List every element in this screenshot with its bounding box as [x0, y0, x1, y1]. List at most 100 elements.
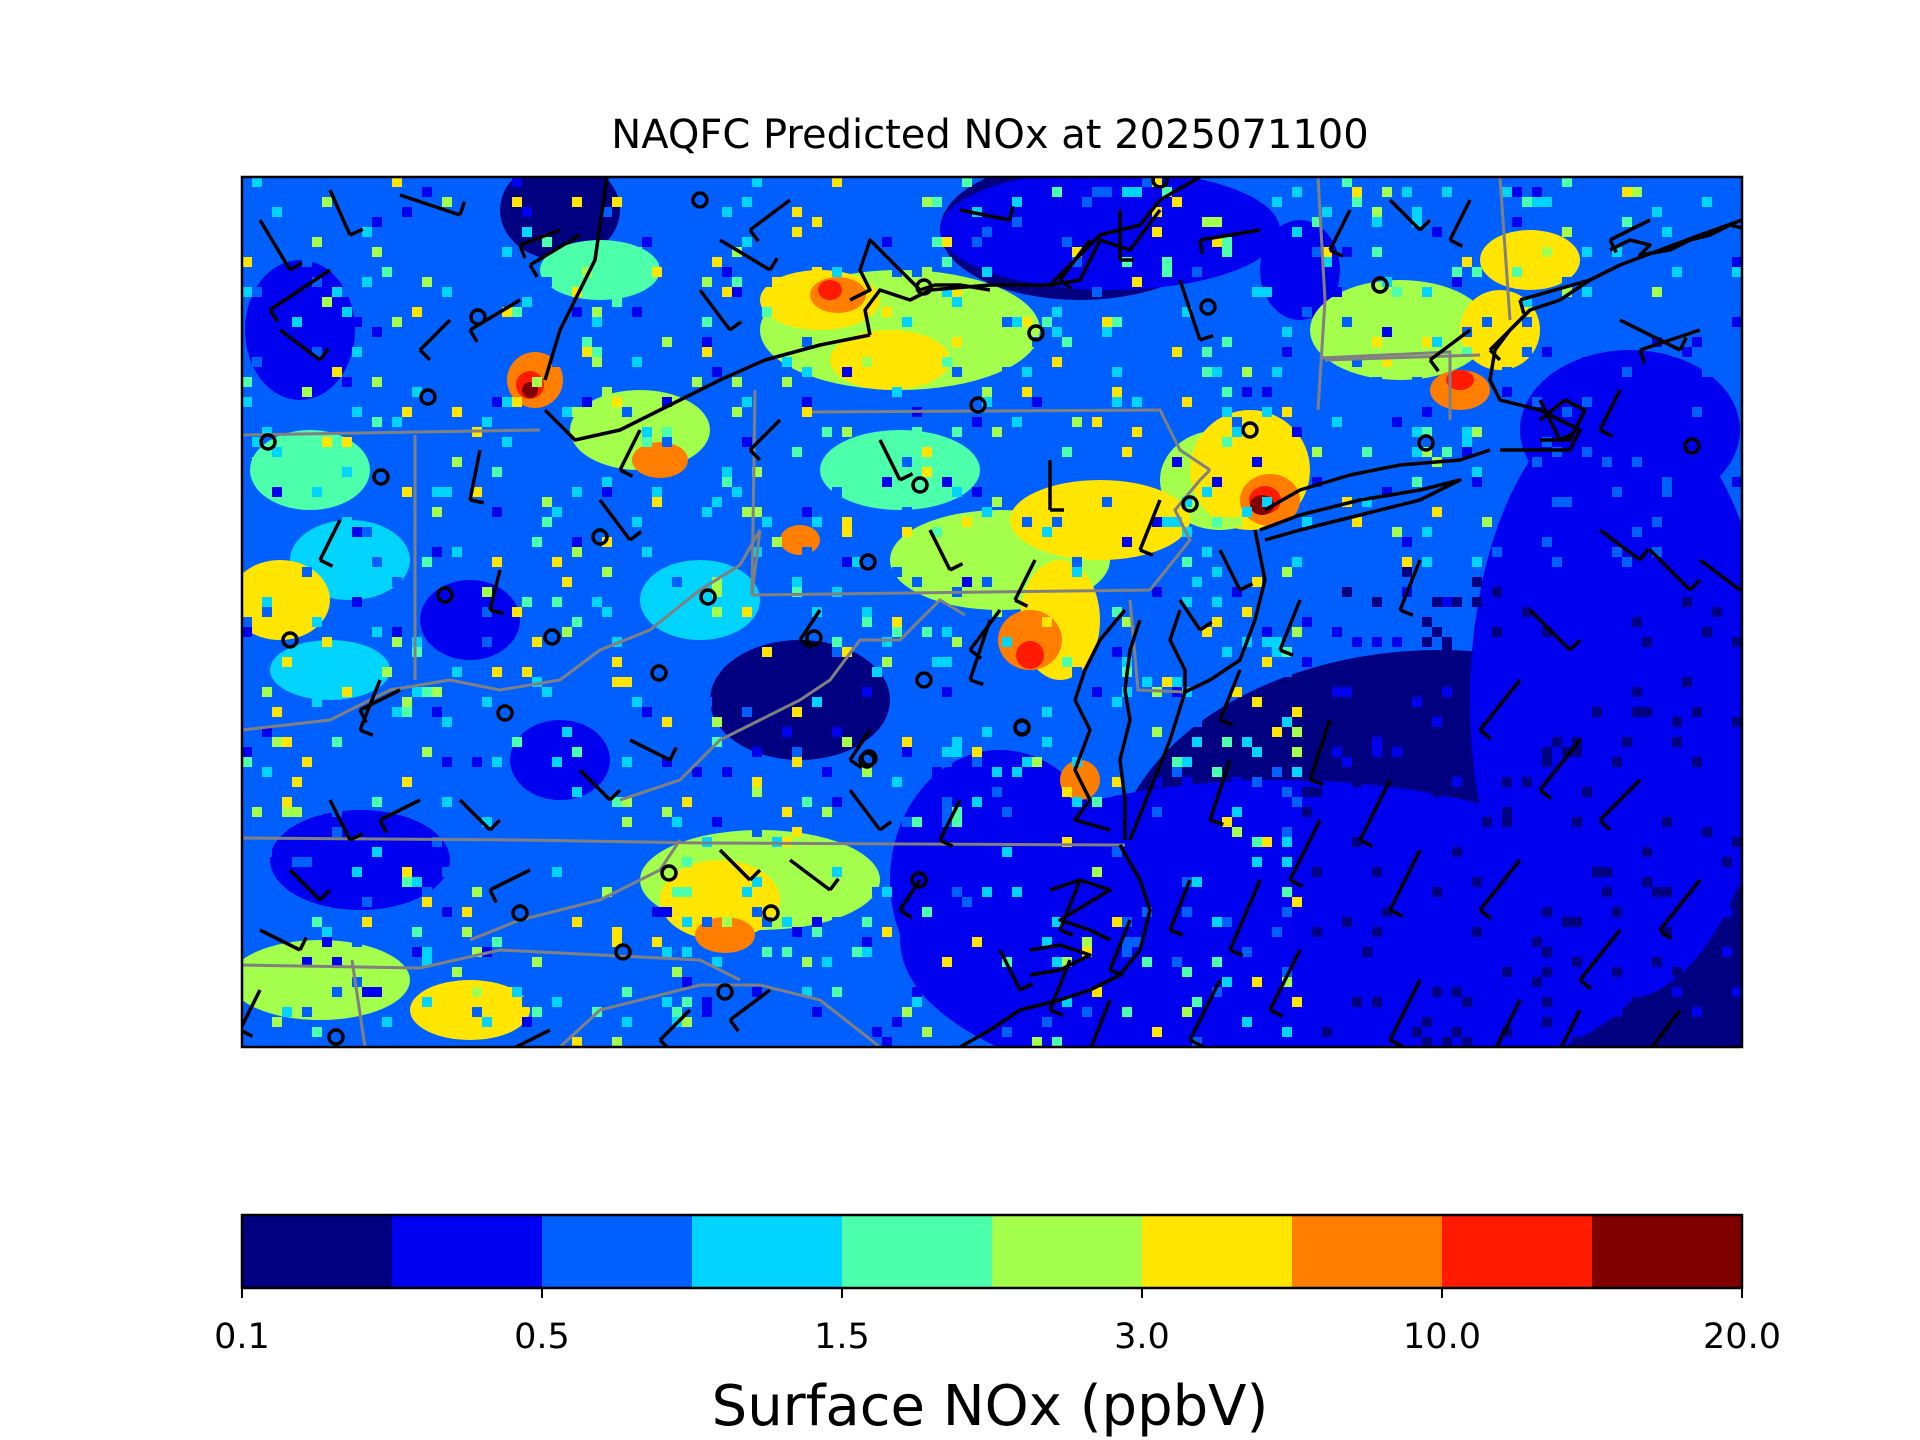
nox-cell-1159	[992, 427, 1002, 437]
nox-cell-991	[1332, 687, 1342, 697]
nox-cell-775	[1412, 1027, 1422, 1037]
nox-cell-1067	[292, 777, 302, 787]
nox-cell-303	[642, 707, 652, 717]
nox-cell-180	[1422, 287, 1432, 297]
nox-cell-655	[1292, 707, 1302, 717]
nox-cell-843	[902, 747, 912, 757]
nox-cell-277	[1222, 337, 1232, 347]
nox-cell-1041	[572, 917, 582, 927]
nox-cell-70	[1562, 407, 1572, 417]
calm-wind-38	[1371, 276, 1389, 294]
nox-cell-931	[1202, 347, 1212, 357]
nox-cell-59	[612, 677, 622, 687]
nox-cell-201	[672, 1007, 682, 1017]
nox-cell-1324	[1152, 727, 1162, 737]
nox-cell-1364	[612, 197, 622, 207]
nox-cell-971	[1372, 247, 1382, 257]
nox-cell-1242	[1492, 997, 1502, 1007]
nox-cell-669	[412, 387, 422, 397]
nox-cell-225	[792, 747, 802, 757]
nox-cell-326	[1612, 907, 1622, 917]
nox-cell-1353	[262, 767, 272, 777]
nox-cell-469	[562, 957, 572, 967]
nox-cell-1320	[1282, 857, 1292, 867]
nox-cell-1141	[1462, 447, 1472, 457]
nox-cell-611	[1082, 327, 1092, 337]
nox-cell-1355	[1612, 967, 1622, 977]
nox-cell-1291	[592, 317, 602, 327]
nox-cell-1227	[922, 267, 932, 277]
nox-cell-94	[1192, 717, 1202, 727]
nox-cell-619	[1552, 977, 1562, 987]
wind-barb-62	[629, 738, 678, 762]
nox-cell-1179	[892, 777, 902, 787]
nox-grid-cells	[242, 177, 1742, 1047]
nox-cell-1066	[742, 887, 752, 897]
nox-cell-976	[472, 947, 482, 957]
nox-cell-1147	[1332, 197, 1342, 207]
nox-cell-736	[1372, 637, 1382, 647]
nox-cell-169	[1702, 677, 1712, 687]
nox-cell-828	[832, 857, 842, 867]
nox-cell-1246	[1102, 317, 1112, 327]
lake-ontario-shore	[863, 208, 1162, 336]
nox-cell-418	[1212, 477, 1222, 487]
nox-cell-763	[1332, 937, 1342, 947]
nox-cell-258	[1012, 197, 1022, 207]
nox-cell-562	[1652, 637, 1662, 647]
nox-cell-1010	[1622, 367, 1632, 377]
nox-cell-342	[1612, 547, 1622, 557]
nox-cell-195	[1722, 947, 1732, 957]
nox-cell-933	[1632, 687, 1642, 697]
nox-cell-793	[1682, 347, 1692, 357]
nox-cell-1053	[1142, 907, 1152, 917]
nox-cell-160	[1432, 887, 1442, 897]
nox-cell-430	[442, 197, 452, 207]
nox-cell-1238	[732, 487, 742, 497]
nox-cell-624	[1012, 207, 1022, 217]
nox-cell-425	[552, 507, 562, 517]
nox-cell-1341	[702, 317, 712, 327]
nox-cell-891	[792, 587, 802, 597]
nox-cell-885	[322, 437, 332, 447]
nox-cell-806	[342, 517, 352, 527]
nox-cell-284	[912, 817, 922, 827]
nox-cell-110	[1242, 607, 1252, 617]
nox-cell-1148	[1542, 627, 1552, 637]
nox-cell-1153	[1702, 887, 1712, 897]
nox-cell-426	[522, 597, 532, 607]
calm-wind-34	[716, 983, 734, 1001]
nox-cell-516	[442, 757, 452, 767]
nox-cell-741	[892, 627, 902, 637]
nox-cell-438	[702, 997, 712, 1007]
nox-cell-722	[762, 277, 772, 287]
nox-cell-9	[1542, 537, 1552, 547]
nox-cell-21	[242, 417, 252, 427]
nox-cell-1150	[1712, 677, 1722, 687]
nox-cell-1296	[552, 867, 562, 877]
nox-cell-878	[1282, 567, 1292, 577]
nox-cell-179	[1452, 267, 1462, 277]
michigan-ohio-border	[242, 428, 541, 437]
calm-wind-29	[660, 864, 678, 882]
nox-cell-867	[642, 547, 652, 557]
nox-cell-1028	[1442, 497, 1452, 507]
nox-cell-551	[402, 407, 412, 417]
nox-cell-1117	[1282, 407, 1292, 417]
nox-cell-956	[1002, 637, 1012, 647]
nox-cell-606	[1222, 917, 1232, 927]
nox-cell-1100	[242, 757, 252, 767]
nox-region-37	[830, 330, 950, 390]
nox-cell-941	[1192, 187, 1202, 197]
nox-cell-204	[1172, 517, 1182, 527]
nox-cell-948	[892, 387, 902, 397]
pamlico-sound	[1029, 943, 1092, 977]
nox-cell-786	[1542, 1017, 1552, 1027]
nox-cell-77	[1412, 697, 1422, 707]
nox-cell-725	[792, 757, 802, 767]
nox-cell-1255	[432, 707, 442, 717]
wind-barb-6	[518, 228, 561, 259]
nox-cell-890	[492, 837, 502, 847]
nox-cell-1152	[1682, 627, 1692, 637]
nox-cell-216	[1642, 837, 1652, 847]
